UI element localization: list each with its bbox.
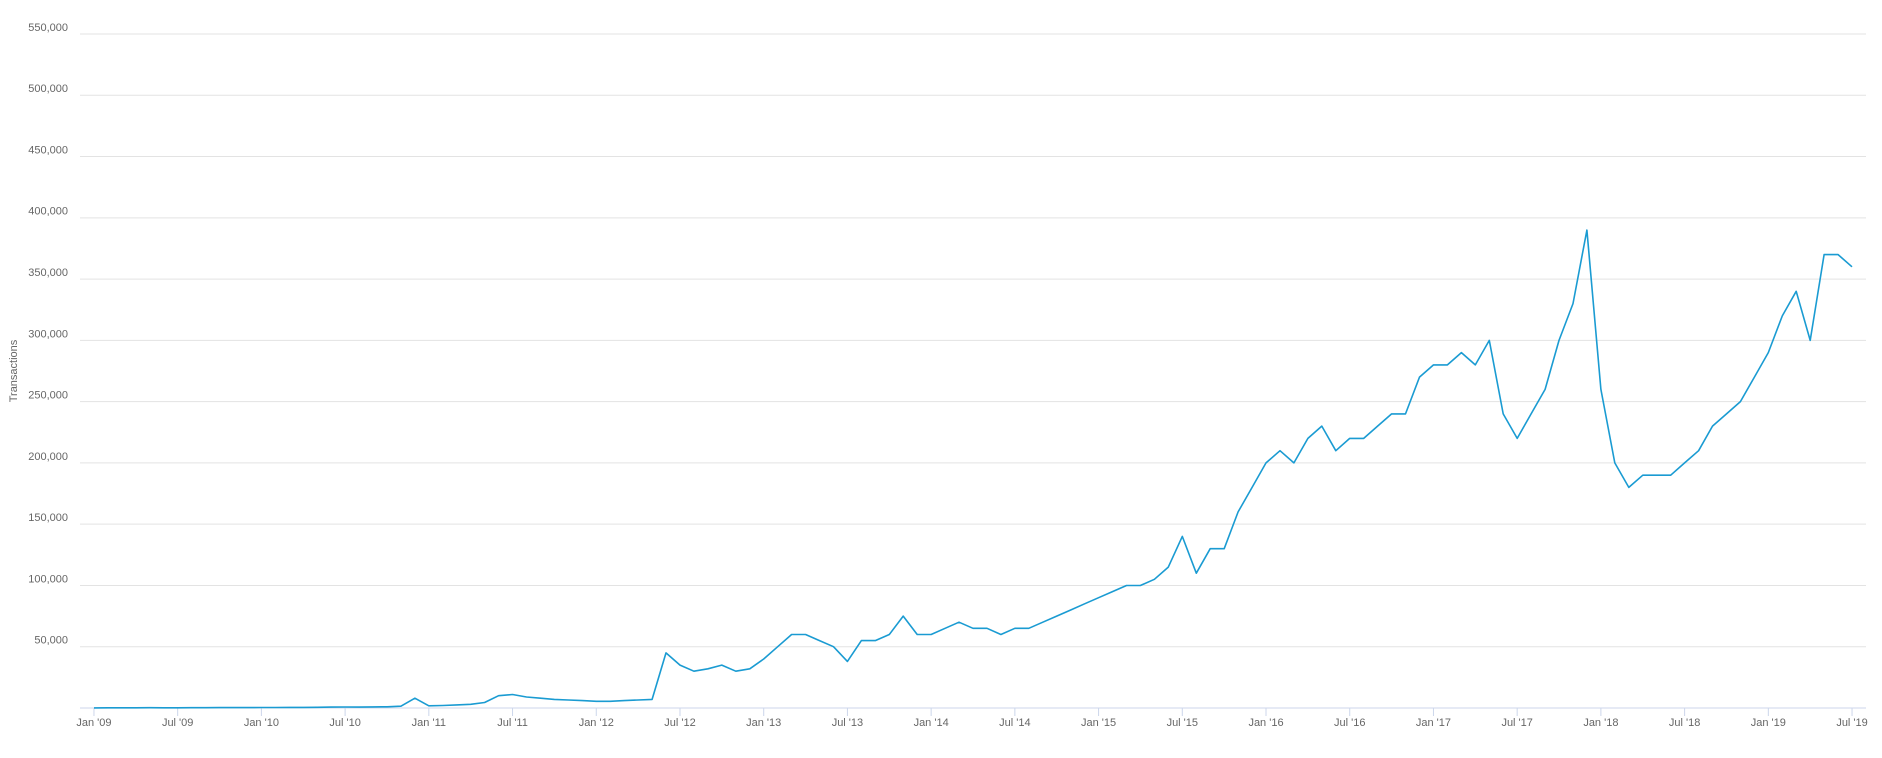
data-line <box>93 229 1853 709</box>
y-tick-label: 50,000 <box>34 635 68 647</box>
x-tick-label: Jul '17 <box>1501 717 1532 729</box>
x-tick-label: Jul '15 <box>1167 717 1198 729</box>
x-tick-label: Jan '17 <box>1416 717 1451 729</box>
y-tick-label: 250,000 <box>28 390 68 402</box>
x-tick-label: Jan '14 <box>914 717 949 729</box>
x-tick-label: Jul '14 <box>999 717 1030 729</box>
y-tick-label: 100,000 <box>28 573 68 585</box>
y-tick-label: 200,000 <box>28 451 68 463</box>
y-tick-label: 400,000 <box>28 206 68 218</box>
y-tick-label: 150,000 <box>28 512 68 524</box>
x-tick-label: Jan '10 <box>244 717 279 729</box>
y-tick-label: 350,000 <box>28 267 68 279</box>
x-tick-label: Jul '18 <box>1669 717 1700 729</box>
x-tick-label: Jul '16 <box>1334 717 1365 729</box>
x-tick-label: Jan '12 <box>579 717 614 729</box>
x-tick-label: Jan '19 <box>1751 717 1786 729</box>
x-tick-label: Jul '11 <box>497 717 528 729</box>
y-tick-label: 300,000 <box>28 328 68 340</box>
x-tick-label: Jan '16 <box>1248 717 1283 729</box>
y-tick-label: 550,000 <box>28 22 68 34</box>
x-tick-label: Jan '11 <box>412 717 446 729</box>
x-tick-label: Jan '15 <box>1081 717 1116 729</box>
x-tick-label: Jan '09 <box>76 717 111 729</box>
x-tick-label: Jan '13 <box>746 717 781 729</box>
x-tick-label: Jul '12 <box>664 717 695 729</box>
y-axis-label: Transactions <box>8 339 20 402</box>
x-tick-label: Jul '19 <box>1836 717 1867 729</box>
y-tick-label: 500,000 <box>28 83 68 95</box>
x-tick-label: Jul '09 <box>162 717 193 729</box>
x-tick-label: Jan '18 <box>1583 717 1618 729</box>
y-tick-label: 450,000 <box>28 144 68 156</box>
x-tick-label: Jul '13 <box>832 717 863 729</box>
x-tick-label: Jul '10 <box>329 717 360 729</box>
